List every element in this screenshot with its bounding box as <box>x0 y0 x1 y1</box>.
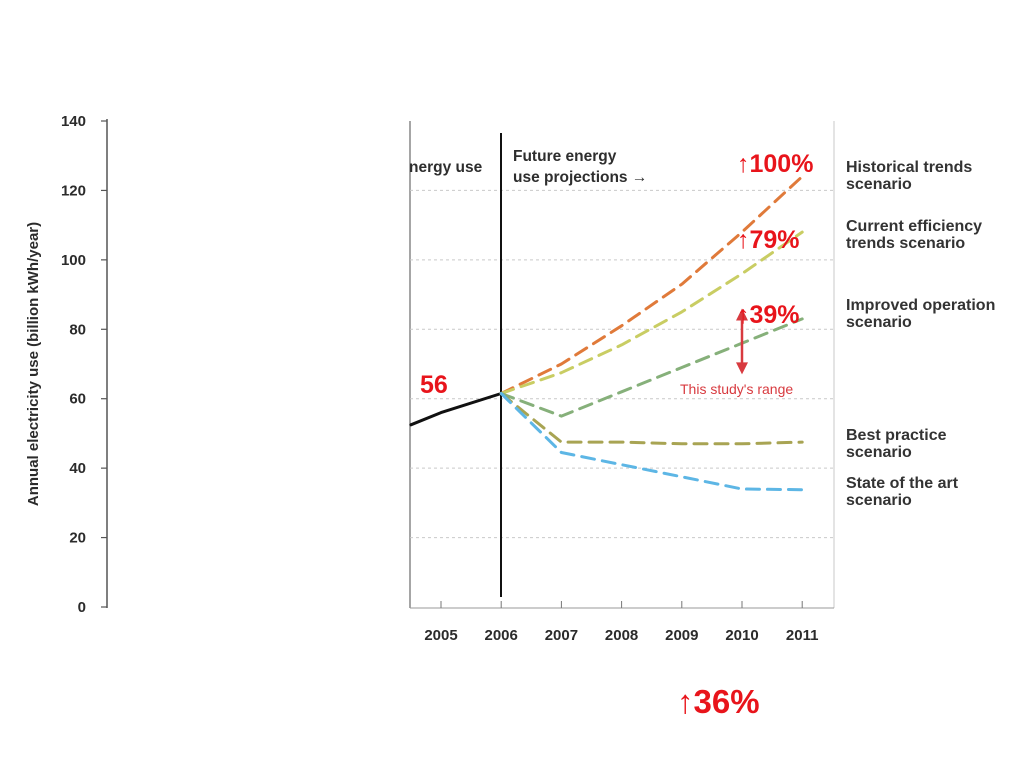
scenario-label-best: Best practice scenario <box>846 427 947 461</box>
y-tick-label: 20 <box>69 530 86 547</box>
y-tick-label: 80 <box>69 321 86 338</box>
y-ticks: 0 20 40 60 80 100 120 140 <box>61 113 107 616</box>
scenario-label-line: scenario <box>846 176 912 193</box>
scenario-label-line: scenario <box>846 492 912 509</box>
scenario-label-sota: State of the art scenario <box>846 475 959 509</box>
x-tick-label: 2009 <box>665 627 698 644</box>
y-tick-label: 0 <box>78 599 86 616</box>
bottom-growth-annotation: ↑36% <box>677 683 760 720</box>
past-section-label: nergy use <box>409 159 483 176</box>
gridlines <box>410 189 834 539</box>
range-marker-arrow-bottom <box>736 362 748 375</box>
x-tick-label: 2008 <box>605 627 638 644</box>
x-tick-label: 2010 <box>725 627 758 644</box>
future-label-line-1: Future energy <box>513 148 617 165</box>
series-layer <box>409 175 804 492</box>
x-tick-label: 2005 <box>424 627 457 644</box>
y-tick-label: 100 <box>61 252 86 269</box>
scenario-label-line: scenario <box>846 314 912 331</box>
future-label-line-2: use projections → <box>513 169 647 186</box>
y-tick-label: 40 <box>69 460 86 477</box>
series-line-hist_trends <box>499 175 804 395</box>
y-tick-label: 60 <box>69 391 86 408</box>
series-line-historical <box>409 392 503 427</box>
future-section-label: Future energy use projections → <box>513 148 647 186</box>
scenario-label-line: scenario <box>846 444 912 461</box>
x-tick-label: 2007 <box>545 627 578 644</box>
y-axis: 0 20 40 60 80 100 120 140 Annual electricity us… <box>25 113 108 616</box>
scenario-label-line: State of the art <box>846 475 959 492</box>
scenario-label-cur_eff: Current efficiency trends scenario <box>846 218 982 252</box>
series-line-best <box>499 392 804 446</box>
study-range-label: This study's range <box>680 381 793 397</box>
scenario-label-improved: Improved operation scenario <box>846 297 995 331</box>
y-tick-label: 140 <box>61 113 86 130</box>
scenario-label-hist_trends: Historical trends scenario <box>846 159 972 193</box>
x-ticks: 2005 2006 2007 2008 2009 2010 2011 <box>424 601 818 644</box>
x-tick-label: 2011 <box>786 627 819 644</box>
y-tick-label: 120 <box>61 182 86 199</box>
plot-area: 2005 2006 2007 2008 2009 2010 2011 nergy use F… <box>409 121 835 644</box>
series-line-improved <box>499 317 804 418</box>
scenario-label-line: Best practice <box>846 427 947 444</box>
start-value-annotation: 56 <box>420 371 448 399</box>
scenario-label-line: Current efficiency <box>846 218 982 235</box>
improved-growth-annotation: ↑39% <box>737 301 800 329</box>
x-tick-label: 2006 <box>485 627 518 644</box>
y-axis-title: Annual electricity use (billion kWh/year… <box>25 222 42 506</box>
scenario-label-line: Historical trends <box>846 159 972 176</box>
series-line-sota <box>499 392 804 492</box>
scenario-label-line: Improved operation <box>846 297 995 314</box>
range-marker-arrow-top <box>736 308 748 321</box>
hist-trends-growth-annotation: ↑100% <box>737 150 813 178</box>
cur-eff-growth-annotation: ↑79% <box>737 226 800 254</box>
series-line-cur_eff <box>499 230 804 395</box>
scenario-label-line: trends scenario <box>846 235 965 252</box>
study-range-marker <box>736 308 748 375</box>
